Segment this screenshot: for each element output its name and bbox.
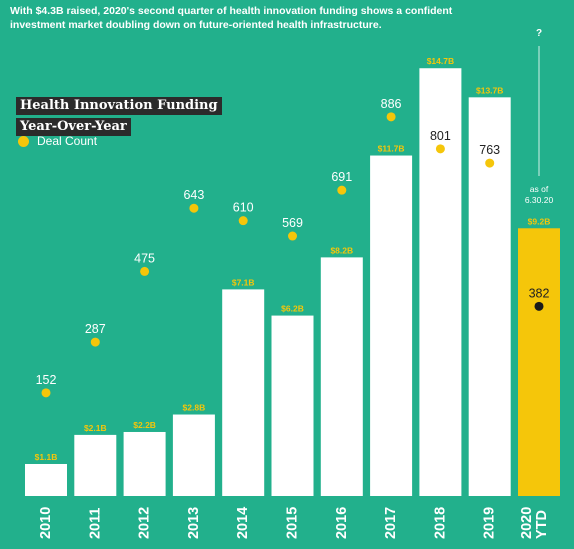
deal-count-label: 382 <box>529 286 550 300</box>
category-label: 2019 <box>482 507 498 539</box>
chart-title: Health Innovation Funding Year-Over-Year <box>16 96 222 138</box>
deal-count-label: 886 <box>381 97 402 111</box>
deal-count-dot <box>41 388 51 398</box>
funding-bar <box>320 257 363 496</box>
funding-bar <box>222 289 265 496</box>
deal-count-label: 475 <box>134 251 155 265</box>
funding-label: $13.7B <box>476 85 503 95</box>
funding-label: $11.7B <box>378 144 405 154</box>
deal-count-label: 763 <box>479 143 500 157</box>
deal-count-label: 152 <box>36 373 57 387</box>
funding-label: $7.1B <box>232 277 255 287</box>
title-line-2: Year-Over-Year <box>16 118 131 136</box>
funding-bar <box>74 434 117 496</box>
funding-label: $1.1B <box>35 452 58 462</box>
deal-count-dot <box>90 337 100 347</box>
funding-bar <box>370 155 413 496</box>
funding-label: $14.7B <box>427 56 454 66</box>
category-label: 2014 <box>235 507 251 539</box>
deal-count-dot <box>238 216 248 226</box>
deal-count-dot <box>534 301 544 311</box>
funding-label: $8.2B <box>330 245 353 255</box>
as-of-date: 6.30.20 <box>525 195 554 205</box>
category-label: 2016 <box>334 507 350 539</box>
deal-count-dot <box>189 203 199 213</box>
question-mark: ? <box>536 28 542 39</box>
deal-count-dot <box>386 112 396 122</box>
title-line-1: Health Innovation Funding <box>16 97 222 115</box>
funding-label: $2.8B <box>183 403 206 413</box>
funding-label: $9.2B <box>528 216 551 226</box>
category-label: 2010 <box>38 507 54 539</box>
deal-count-dot <box>140 266 150 276</box>
deal-count-label: 287 <box>85 322 106 336</box>
category-label: 2013 <box>186 507 202 539</box>
category-label: 2018 <box>432 507 448 539</box>
category-label: 2015 <box>285 507 301 539</box>
category-label: 2011 <box>87 508 103 539</box>
deal-count-dot <box>288 231 297 241</box>
funding-bar <box>468 97 511 496</box>
deal-count-label: 569 <box>282 216 303 230</box>
funding-bar <box>271 315 314 496</box>
as-of-label: as of <box>530 184 549 194</box>
funding-bar <box>123 431 166 496</box>
category-label: 2017 <box>383 507 399 539</box>
category-label: 2020YTD <box>519 507 550 539</box>
deal-count-dot <box>485 158 495 168</box>
deal-count-label: 643 <box>183 188 204 202</box>
deal-count-dot <box>435 144 445 154</box>
funding-bar <box>172 414 215 496</box>
funding-bar <box>518 228 560 496</box>
legend: Deal Count <box>18 134 97 148</box>
legend-label: Deal Count <box>37 134 98 148</box>
deal-count-label: 801 <box>430 129 451 143</box>
deal-count-label: 610 <box>233 201 254 215</box>
funding-label: $2.2B <box>133 420 156 430</box>
category-label: 2012 <box>137 507 153 539</box>
funding-bar <box>25 463 67 496</box>
legend-dot-icon <box>18 135 29 147</box>
deal-count-label: 691 <box>331 170 352 184</box>
deal-count-dot <box>337 185 347 195</box>
funding-label: $6.2B <box>281 304 304 314</box>
funding-label: $2.1B <box>84 423 107 433</box>
intro-text: With $4.3B raised, 2020's second quarter… <box>10 5 453 31</box>
funding-bar <box>419 68 462 496</box>
